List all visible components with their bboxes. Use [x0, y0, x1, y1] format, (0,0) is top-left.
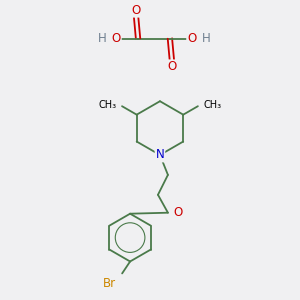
Text: O: O: [131, 4, 141, 17]
Text: H: H: [98, 32, 106, 45]
Text: H: H: [202, 32, 211, 45]
Text: Br: Br: [103, 278, 116, 290]
Text: O: O: [112, 32, 121, 45]
Text: CH₃: CH₃: [98, 100, 117, 110]
Text: N: N: [156, 148, 164, 161]
Text: O: O: [167, 60, 176, 74]
Text: CH₃: CH₃: [203, 100, 221, 110]
Text: O: O: [187, 32, 196, 45]
Text: O: O: [173, 206, 183, 219]
